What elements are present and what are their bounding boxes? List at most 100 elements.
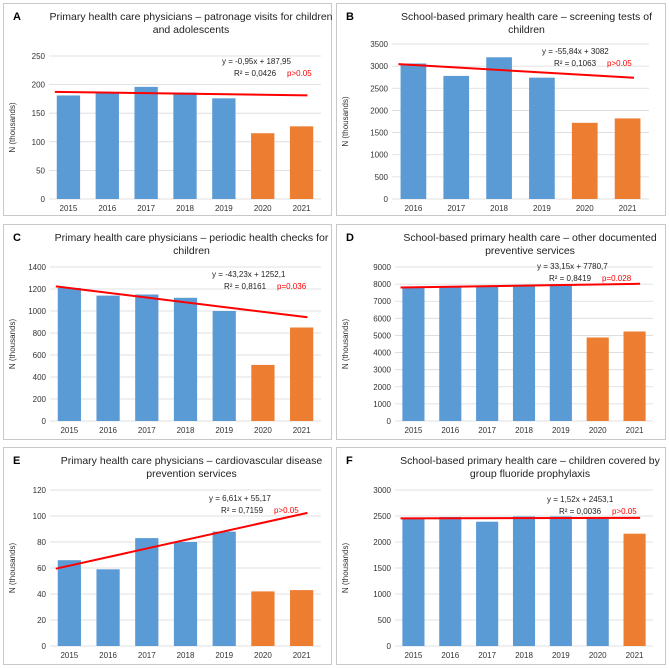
x-tick-d-2020: 2020 (589, 426, 607, 435)
x-tick-d-2018: 2018 (515, 426, 533, 435)
chart-title-f-line2: group fluoride prophylaxis (470, 468, 590, 480)
bar-c-2015 (57, 287, 81, 421)
y-tick-b-1500: 1500 (370, 129, 388, 138)
x-tick-e-2019: 2019 (215, 651, 233, 660)
trend-line-b (398, 63, 635, 79)
p-value-a: p>0.05 (287, 69, 312, 78)
y-tick-d-9000: 9000 (373, 263, 391, 272)
x-tick-d-2019: 2019 (552, 426, 570, 435)
y-axis-label-d: N (thousands) (341, 319, 350, 370)
r-squared-e: R² = 0,7159 (221, 506, 264, 515)
y-tick-f-3000: 3000 (373, 486, 391, 495)
y-tick-c-1000: 1000 (28, 307, 46, 316)
x-tick-f-2016: 2016 (441, 651, 459, 660)
p-value-f: p>0.05 (612, 507, 637, 516)
bar-b-2019 (529, 77, 555, 199)
x-tick-c-2019: 2019 (215, 426, 233, 435)
y-tick-a-50: 50 (36, 166, 45, 175)
r-squared-b: R² = 0,1063 (554, 59, 597, 68)
y-tick-c-800: 800 (33, 329, 47, 338)
bar-b-2017 (443, 75, 470, 199)
y-tick-d-6000: 6000 (373, 314, 391, 323)
bar-f-2021 (623, 533, 646, 646)
trend-equation-a: y = -0,95x + 187,95 (222, 57, 291, 66)
y-axis-label-e: N (thousands) (8, 543, 17, 594)
y-tick-f-1000: 1000 (373, 590, 391, 599)
x-tick-d-2017: 2017 (478, 426, 496, 435)
bar-e-2020 (251, 591, 275, 646)
trend-equation-e: y = 6,61x + 55,17 (209, 494, 271, 503)
bar-e-2019 (212, 531, 236, 646)
x-tick-c-2015: 2015 (60, 426, 78, 435)
chart-title-b-line2: children (508, 24, 545, 36)
chart-title-f-line1: School-based primary health care – child… (400, 455, 660, 467)
bar-d-2019 (549, 284, 572, 421)
bar-e-2017 (135, 538, 159, 646)
x-tick-e-2020: 2020 (254, 651, 272, 660)
chart-title-a-line2: and adolescents (153, 24, 229, 36)
chart-panel-f: F School-based primary health care – chil… (336, 447, 666, 665)
bar-f-2015 (402, 517, 425, 646)
x-tick-b-2019: 2019 (533, 204, 551, 213)
y-tick-a-200: 200 (32, 81, 46, 90)
bar-a-2017 (134, 86, 158, 199)
y-tick-b-3500: 3500 (370, 40, 388, 49)
y-tick-d-2000: 2000 (373, 383, 391, 392)
bar-d-2021 (623, 331, 646, 421)
x-tick-c-2020: 2020 (254, 426, 272, 435)
y-tick-f-2000: 2000 (373, 538, 391, 547)
x-tick-f-2017: 2017 (478, 651, 496, 660)
y-tick-f-1500: 1500 (373, 564, 391, 573)
y-tick-c-200: 200 (33, 395, 47, 404)
trend-line-d (400, 282, 641, 289)
y-tick-d-5000: 5000 (373, 331, 391, 340)
chart-title-e-line2: prevention services (146, 468, 236, 480)
bar-d-2016 (439, 286, 462, 421)
chart-b-svg: B School-based primary health care – scre… (341, 11, 652, 213)
x-tick-c-2021: 2021 (293, 426, 311, 435)
bar-a-2019 (212, 98, 236, 199)
x-tick-e-2021: 2021 (293, 651, 311, 660)
y-tick-c-400: 400 (33, 373, 47, 382)
x-tick-c-2016: 2016 (99, 426, 117, 435)
chart-panel-e: E Primary health care physicians – cardio… (3, 447, 332, 665)
chart-panel-d: D School-based primary health care – othe… (336, 224, 666, 440)
x-tick-a-2018: 2018 (176, 204, 194, 213)
x-tick-a-2020: 2020 (254, 204, 272, 213)
chart-d-svg: D School-based primary health care – othe… (341, 232, 657, 435)
bar-a-2020 (251, 133, 275, 199)
chart-title-d-line2: preventive services (485, 245, 575, 257)
x-tick-e-2016: 2016 (99, 651, 117, 660)
x-tick-c-2017: 2017 (138, 426, 156, 435)
chart-title-b-line1: School-based primary health care – scree… (401, 11, 652, 23)
chart-panel-c: C Primary health care physicians – period… (3, 224, 332, 440)
r-squared-d: R² = 0,8419 (549, 274, 592, 283)
y-axis-label-c: N (thousands) (8, 319, 17, 370)
x-tick-f-2018: 2018 (515, 651, 533, 660)
y-tick-e-80: 80 (37, 538, 46, 547)
bar-f-2016 (439, 517, 462, 646)
trend-line-a (54, 90, 308, 97)
chart-title-a-line1: Primary health care physicians – patrona… (49, 11, 332, 23)
y-tick-f-0: 0 (387, 642, 392, 651)
y-tick-a-0: 0 (41, 195, 46, 204)
y-tick-e-20: 20 (37, 616, 46, 625)
panel-label-a: A (13, 11, 21, 23)
bar-e-2018 (173, 542, 198, 646)
y-axis-label-a: N (thousands) (8, 102, 17, 153)
y-tick-a-100: 100 (32, 138, 46, 147)
bar-a-2015 (56, 95, 81, 199)
y-tick-e-0: 0 (42, 642, 47, 651)
panel-label-f: F (346, 455, 353, 467)
y-tick-d-8000: 8000 (373, 280, 391, 289)
panel-label-b: B (346, 11, 354, 23)
x-tick-a-2021: 2021 (293, 204, 311, 213)
y-axis-label-f: N (thousands) (341, 543, 350, 594)
panel-label-c: C (13, 232, 21, 244)
chart-title-c-line2: children (173, 245, 210, 257)
bar-a-2016 (95, 92, 119, 199)
y-tick-d-4000: 4000 (373, 349, 391, 358)
x-tick-e-2018: 2018 (177, 651, 195, 660)
bar-d-2020 (586, 337, 609, 421)
r-squared-f: R² = 0,0036 (559, 507, 602, 516)
